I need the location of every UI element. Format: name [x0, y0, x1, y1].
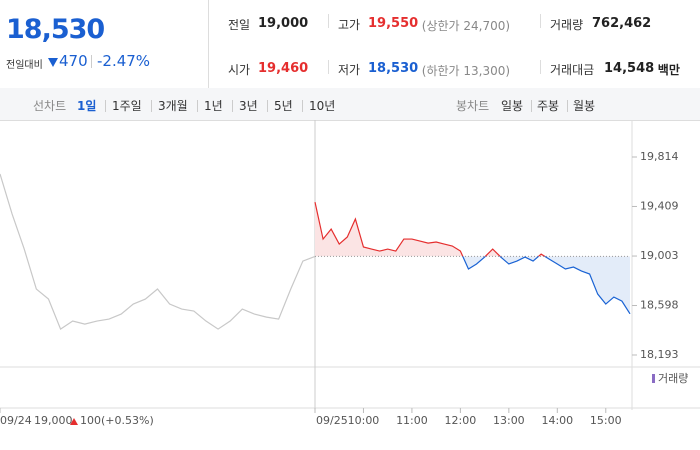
tab-label: 봉차트: [456, 99, 490, 113]
stat-note: (하한가 13,300): [421, 64, 511, 78]
x-tick-label: 09/24: [0, 414, 32, 427]
legend-swatch: [652, 374, 655, 383]
stat-label: 저가: [338, 63, 361, 77]
stat-label: 시가: [228, 63, 251, 77]
tab[interactable]: 3개월: [158, 99, 188, 113]
x-tick-label: 15:00: [590, 414, 622, 427]
tab[interactable]: 5년: [274, 99, 293, 113]
price: 18,530: [6, 14, 105, 45]
y-tick-label: 18,193: [640, 348, 679, 361]
divider: [197, 100, 198, 112]
prev-change-rate: (+0.53%): [101, 414, 154, 427]
tab[interactable]: 1주일: [112, 99, 142, 113]
chart: 19,814 19,409 19,003 18,598 18,193 09/24 09/25…: [0, 120, 700, 427]
divider: [91, 55, 92, 68]
prev-close: 19,000: [34, 414, 73, 427]
area-down: [315, 256, 630, 314]
tab-label: 선차트: [33, 99, 67, 113]
divider: [328, 14, 329, 28]
stat-label: 거래대금: [550, 63, 595, 77]
y-tick-label: 19,814: [640, 150, 679, 163]
x-tick-label: 14:00: [541, 414, 573, 427]
legend-label: 거래량: [658, 372, 688, 385]
stat-label: 거래량: [550, 18, 584, 32]
x-tick-label: 11:00: [396, 414, 428, 427]
x-tick-label: 13:00: [493, 414, 525, 427]
x-tick-label: 12:00: [445, 414, 477, 427]
stat-label: 전일: [228, 18, 251, 32]
divider: [267, 100, 268, 112]
y-tick-label: 18,598: [640, 299, 679, 312]
down-arrow: [48, 58, 58, 67]
stat-value: 18,530: [368, 61, 419, 76]
divider: [567, 100, 568, 112]
tab[interactable]: 1일: [77, 99, 97, 113]
stat-value: 19,550: [368, 16, 419, 31]
y-tick-label: 19,409: [640, 199, 679, 212]
stat-note: (상한가 24,700): [421, 19, 511, 33]
area-up: [315, 202, 545, 257]
divider: [540, 14, 541, 28]
stat-value: 762,462: [592, 16, 652, 31]
divider: [208, 0, 209, 88]
divider: [540, 60, 541, 74]
up-arrow: [70, 418, 78, 425]
divider: [105, 100, 106, 112]
tab-bar: [0, 88, 700, 121]
line-down: [462, 256, 631, 315]
divider: [232, 100, 233, 112]
stat-value: 14,548: [604, 61, 655, 76]
tab[interactable]: 일봉: [501, 99, 524, 113]
divider: [151, 100, 152, 112]
divider: [328, 60, 329, 74]
tab[interactable]: 10년: [309, 99, 336, 113]
tab[interactable]: 주봉: [537, 99, 560, 113]
x-tick-label: 10:00: [348, 414, 380, 427]
prev-change: 100: [80, 414, 101, 427]
change-rate: -2.47%: [97, 52, 151, 70]
tab[interactable]: 1년: [204, 99, 223, 113]
y-tick-label: 19,003: [640, 249, 679, 262]
line: [0, 173, 316, 330]
stat-value: 19,000: [258, 16, 309, 31]
x-tick-label: 09/25: [316, 414, 348, 427]
divider: [302, 100, 303, 112]
tab[interactable]: 3년: [239, 99, 258, 113]
divider: [531, 100, 532, 112]
change: 470: [59, 52, 88, 70]
tab[interactable]: 월봉: [573, 99, 596, 113]
change-label: 전일대비: [6, 60, 43, 71]
line-up: [314, 201, 547, 257]
stat-value: 19,460: [258, 61, 309, 76]
stat-label: 고가: [338, 18, 361, 32]
stat-unit: 백만: [657, 63, 680, 77]
